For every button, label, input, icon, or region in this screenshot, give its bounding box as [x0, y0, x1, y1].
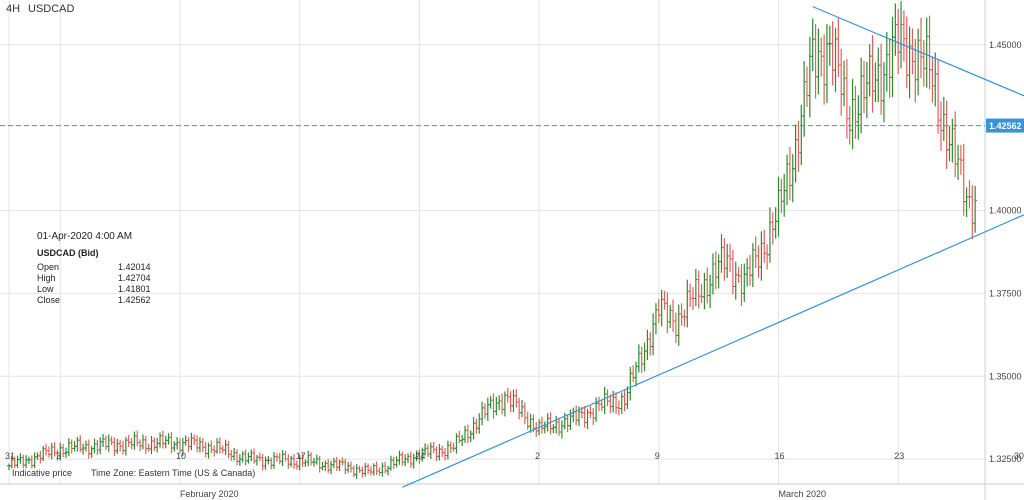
- x-tick-label: 24: [415, 451, 425, 461]
- current-price-tag-label: 1.42562: [989, 121, 1022, 131]
- x-tick-label: 17: [296, 451, 306, 461]
- indicative-price-note: Indicative price: [12, 468, 73, 478]
- x-tick-label: 2: [535, 451, 540, 461]
- y-tick-label: 1.40000: [989, 206, 1022, 216]
- month-label: March 2020: [779, 489, 827, 499]
- info-close-value: 1.42562: [118, 295, 151, 305]
- y-tick-label: 1.37500: [989, 288, 1022, 298]
- x-tick-label: 16: [775, 451, 785, 461]
- current-price-tag: [986, 118, 1024, 133]
- x-tick-label: 10: [176, 451, 186, 461]
- info-title: USDCAD (Bid): [37, 248, 99, 258]
- y-tick-label: 1.35000: [989, 371, 1022, 381]
- x-tick-label: 9: [655, 451, 660, 461]
- x-tick-label: 31: [5, 451, 15, 461]
- y-tick-label: 1.32500: [989, 454, 1022, 464]
- y-axis: 1.32500 1.35000 1.37500 1.40000 1.45000: [989, 40, 1022, 464]
- ohlc-bars: [7, 1, 978, 479]
- y-tick-label: 1.45000: [989, 40, 1022, 50]
- timezone-note: Time Zone: Eastern Time (US & Canada): [91, 468, 256, 478]
- info-high-label: High: [37, 273, 56, 283]
- resistance-trendline: [812, 6, 1024, 97]
- info-close-label: Close: [37, 295, 61, 305]
- info-high-value: 1.42704: [118, 273, 151, 283]
- current-price-line: 1.42562: [0, 118, 1024, 133]
- symbol-label[interactable]: USDCAD: [28, 3, 75, 15]
- support-trendline: [402, 214, 1024, 488]
- info-low-value: 1.41801: [118, 284, 151, 294]
- x-tick-label: 23: [894, 451, 904, 461]
- info-datetime: 01-Apr-2020 4:00 AM: [37, 231, 133, 242]
- x-tick-label: 3: [56, 451, 61, 461]
- month-label: February 2020: [180, 489, 239, 499]
- info-low-label: Low: [37, 284, 54, 294]
- x-tick-label: 30: [1014, 451, 1024, 461]
- timeframe-label[interactable]: 4H: [6, 3, 21, 15]
- trendlines[interactable]: [402, 6, 1024, 488]
- info-open-value: 1.42014: [118, 262, 151, 272]
- info-open-label: Open: [37, 262, 60, 272]
